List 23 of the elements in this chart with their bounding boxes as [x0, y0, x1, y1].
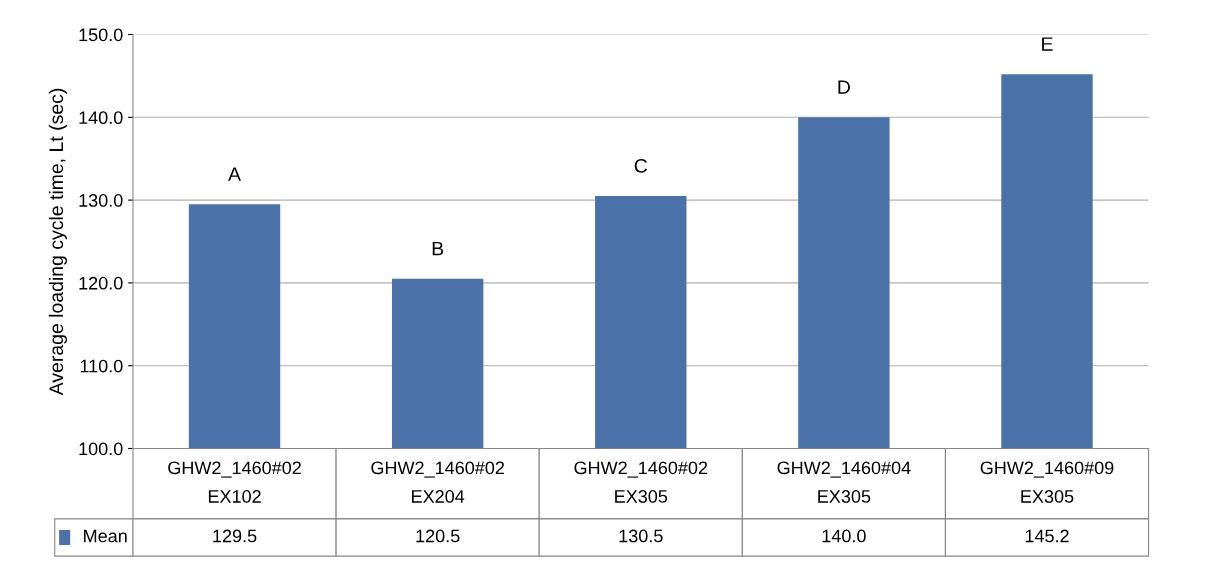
data-label: 140.0: [822, 529, 866, 543]
x-tick-label: GHW2_1460#02 EX102: [168, 461, 301, 503]
y-tick-label: 100.0: [79, 442, 123, 456]
x-tick-label: GHW2_1460#02 EX305: [574, 461, 708, 503]
y-tick-label: 140.0: [79, 111, 123, 125]
y-tick-label: 130.0: [79, 194, 123, 207]
y-axis-title: Average loading cycle time, Lt (sec): [48, 88, 67, 396]
data-label: 120.5: [416, 529, 460, 543]
x-tick-label: GHW2_1460#02 EX204: [371, 461, 505, 503]
x-tick-label: GHW2_1460#04 EX305: [777, 461, 911, 503]
annotation: D: [838, 80, 850, 94]
annotation: B: [432, 241, 444, 256]
legend-label: Mean: [84, 529, 127, 543]
y-tick-label: 110.0: [80, 359, 123, 373]
x-tick-label: GHW2_1460#09 EX305: [980, 461, 1114, 503]
y-tick-label: 150.0: [79, 28, 123, 42]
annotation: E: [1042, 37, 1053, 51]
y-tick-label: 120.0: [79, 276, 123, 290]
data-label: 145.2: [1025, 529, 1069, 543]
annotation: C: [634, 158, 648, 173]
annotation: A: [228, 167, 241, 181]
data-label: 129.5: [213, 529, 257, 543]
data-label: 130.5: [619, 529, 663, 543]
